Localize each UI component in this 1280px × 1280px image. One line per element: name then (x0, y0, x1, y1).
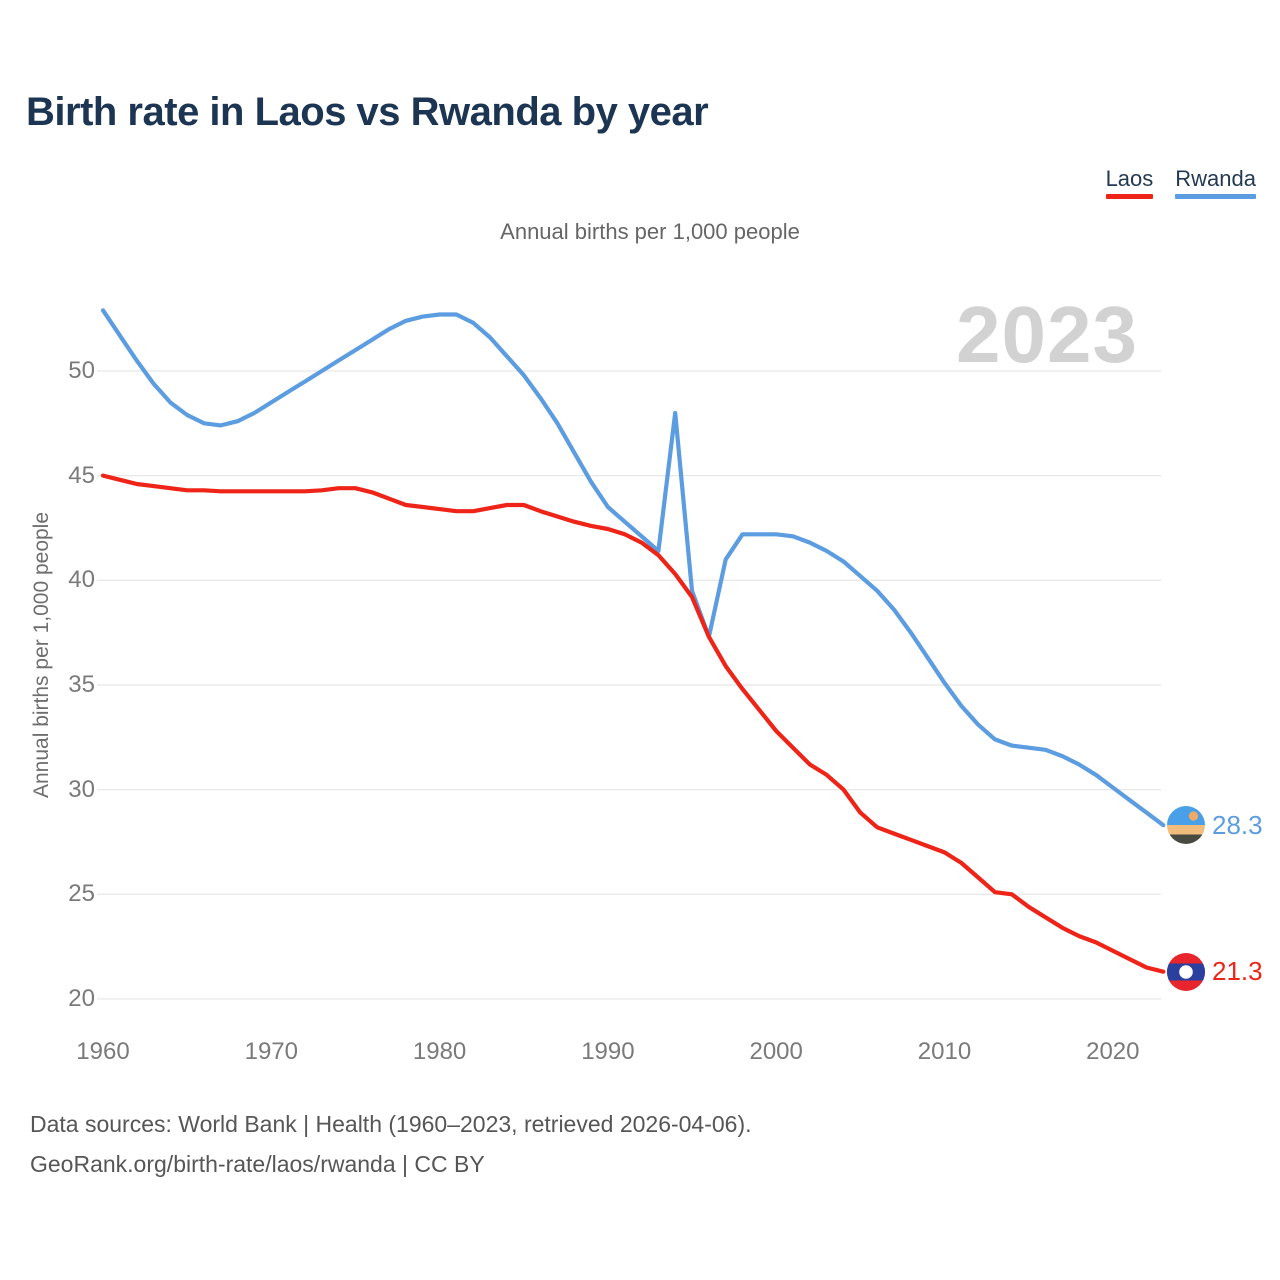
x-tick-label-1960: 1960 (76, 1038, 130, 1065)
x-tick-label-1990: 1990 (581, 1038, 635, 1065)
legend-color-bar-rwanda (1175, 194, 1256, 199)
laos-end-value: 21.3 (1212, 956, 1263, 987)
chart-subtitle: Annual births per 1,000 people (500, 219, 800, 244)
legend-label-laos: Laos (1105, 166, 1154, 191)
laos-flag-icon (1167, 952, 1205, 991)
legend-item-laos[interactable]: Laos (1105, 166, 1154, 199)
end-label-laos: 21.3 (1167, 952, 1263, 991)
legend-label-rwanda: Rwanda (1175, 166, 1256, 191)
watermark-year: 2023 (956, 290, 1138, 379)
rwanda-flag-icon (1167, 806, 1205, 845)
x-tick-label-2010: 2010 (917, 1038, 972, 1065)
y-tick-label-30: 30 (68, 775, 95, 803)
y-tick-label-45: 45 (68, 461, 95, 489)
y-tick-label-50: 50 (68, 357, 95, 384)
legend: Laos Rwanda (1105, 166, 1256, 199)
x-tick-label-1980: 1980 (412, 1038, 467, 1065)
laos-line (100, 473, 1166, 974)
page-title: Birth rate in Laos vs Rwanda by year (26, 90, 709, 134)
rwanda-line (100, 308, 1166, 828)
footer-attribution-line: GeoRank.org/birth-rate/laos/rwanda | CC … (30, 1151, 485, 1177)
rwanda-end-value: 28.3 (1212, 809, 1263, 840)
y-tick-label-40: 40 (68, 566, 95, 594)
end-label-rwanda: 28.3 (1167, 806, 1263, 845)
y-tick-label-25: 25 (68, 880, 95, 908)
y-tick-label-20: 20 (68, 984, 95, 1012)
y-tick-label-35: 35 (68, 670, 95, 698)
footer-sources-line: Data sources: World Bank | Health (1960–… (30, 1111, 752, 1137)
footer: Data sources: World Bank | Health (1960–… (30, 1104, 752, 1184)
x-tick-label-2000: 2000 (749, 1038, 803, 1065)
legend-item-rwanda[interactable]: Rwanda (1175, 166, 1256, 199)
x-tick-label-2020: 2020 (1086, 1038, 1140, 1065)
legend-color-bar-laos (1105, 194, 1154, 199)
x-tick-label-1970: 1970 (244, 1038, 298, 1065)
